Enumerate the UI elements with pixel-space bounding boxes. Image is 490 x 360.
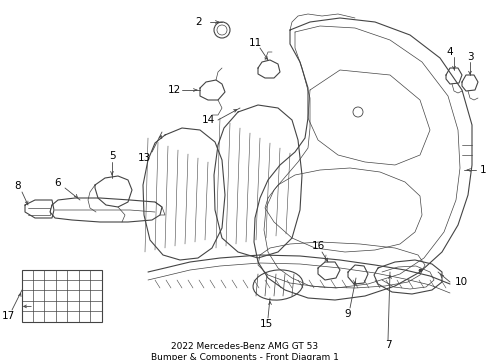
Text: 4: 4 (447, 47, 453, 57)
Bar (22, 270, 102, 322)
Text: 17: 17 (1, 311, 15, 321)
Text: 2022 Mercedes-Benz AMG GT 53
Bumper & Components - Front Diagram 1: 2022 Mercedes-Benz AMG GT 53 Bumper & Co… (151, 342, 339, 360)
Text: 13: 13 (137, 153, 150, 163)
Text: 7: 7 (385, 340, 392, 350)
Text: 9: 9 (344, 309, 351, 319)
Text: 2: 2 (196, 17, 202, 27)
Text: 10: 10 (455, 277, 468, 287)
Text: 1: 1 (480, 165, 487, 175)
Text: 15: 15 (259, 319, 272, 329)
Text: 6: 6 (55, 178, 61, 188)
Text: 14: 14 (201, 115, 215, 125)
Text: 3: 3 (466, 52, 473, 62)
Text: 5: 5 (109, 151, 115, 161)
Text: 12: 12 (168, 85, 181, 95)
Text: 8: 8 (15, 181, 21, 191)
Text: 11: 11 (248, 38, 262, 48)
Text: 16: 16 (311, 241, 325, 251)
